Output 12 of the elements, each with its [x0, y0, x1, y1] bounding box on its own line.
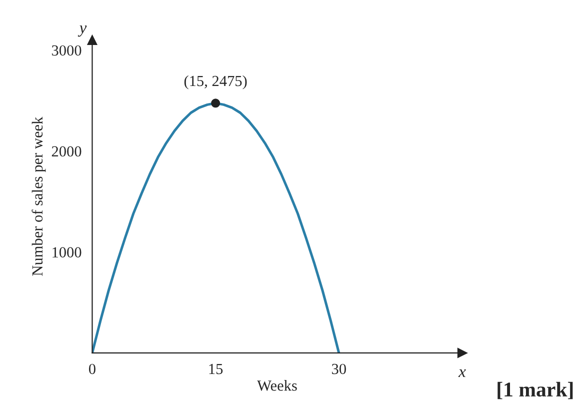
y-tick-label: 1000: [52, 247, 82, 258]
text: [1 mark]: [498, 382, 573, 400]
text: x: [458, 369, 466, 378]
x-axis-title: Weeks: [257, 380, 297, 391]
x-tick-label: 0: [88, 364, 96, 374]
annotation: (15, 2475): [184, 75, 247, 90]
y-axis-title: Number of sales per week: [32, 116, 46, 276]
x-tick-label: 30: [332, 364, 346, 374]
y-tick-label: 3000: [52, 45, 82, 56]
x-tick-label: 15: [209, 364, 223, 374]
y-tick-label: 2000: [52, 146, 82, 157]
text: y: [78, 25, 87, 37]
